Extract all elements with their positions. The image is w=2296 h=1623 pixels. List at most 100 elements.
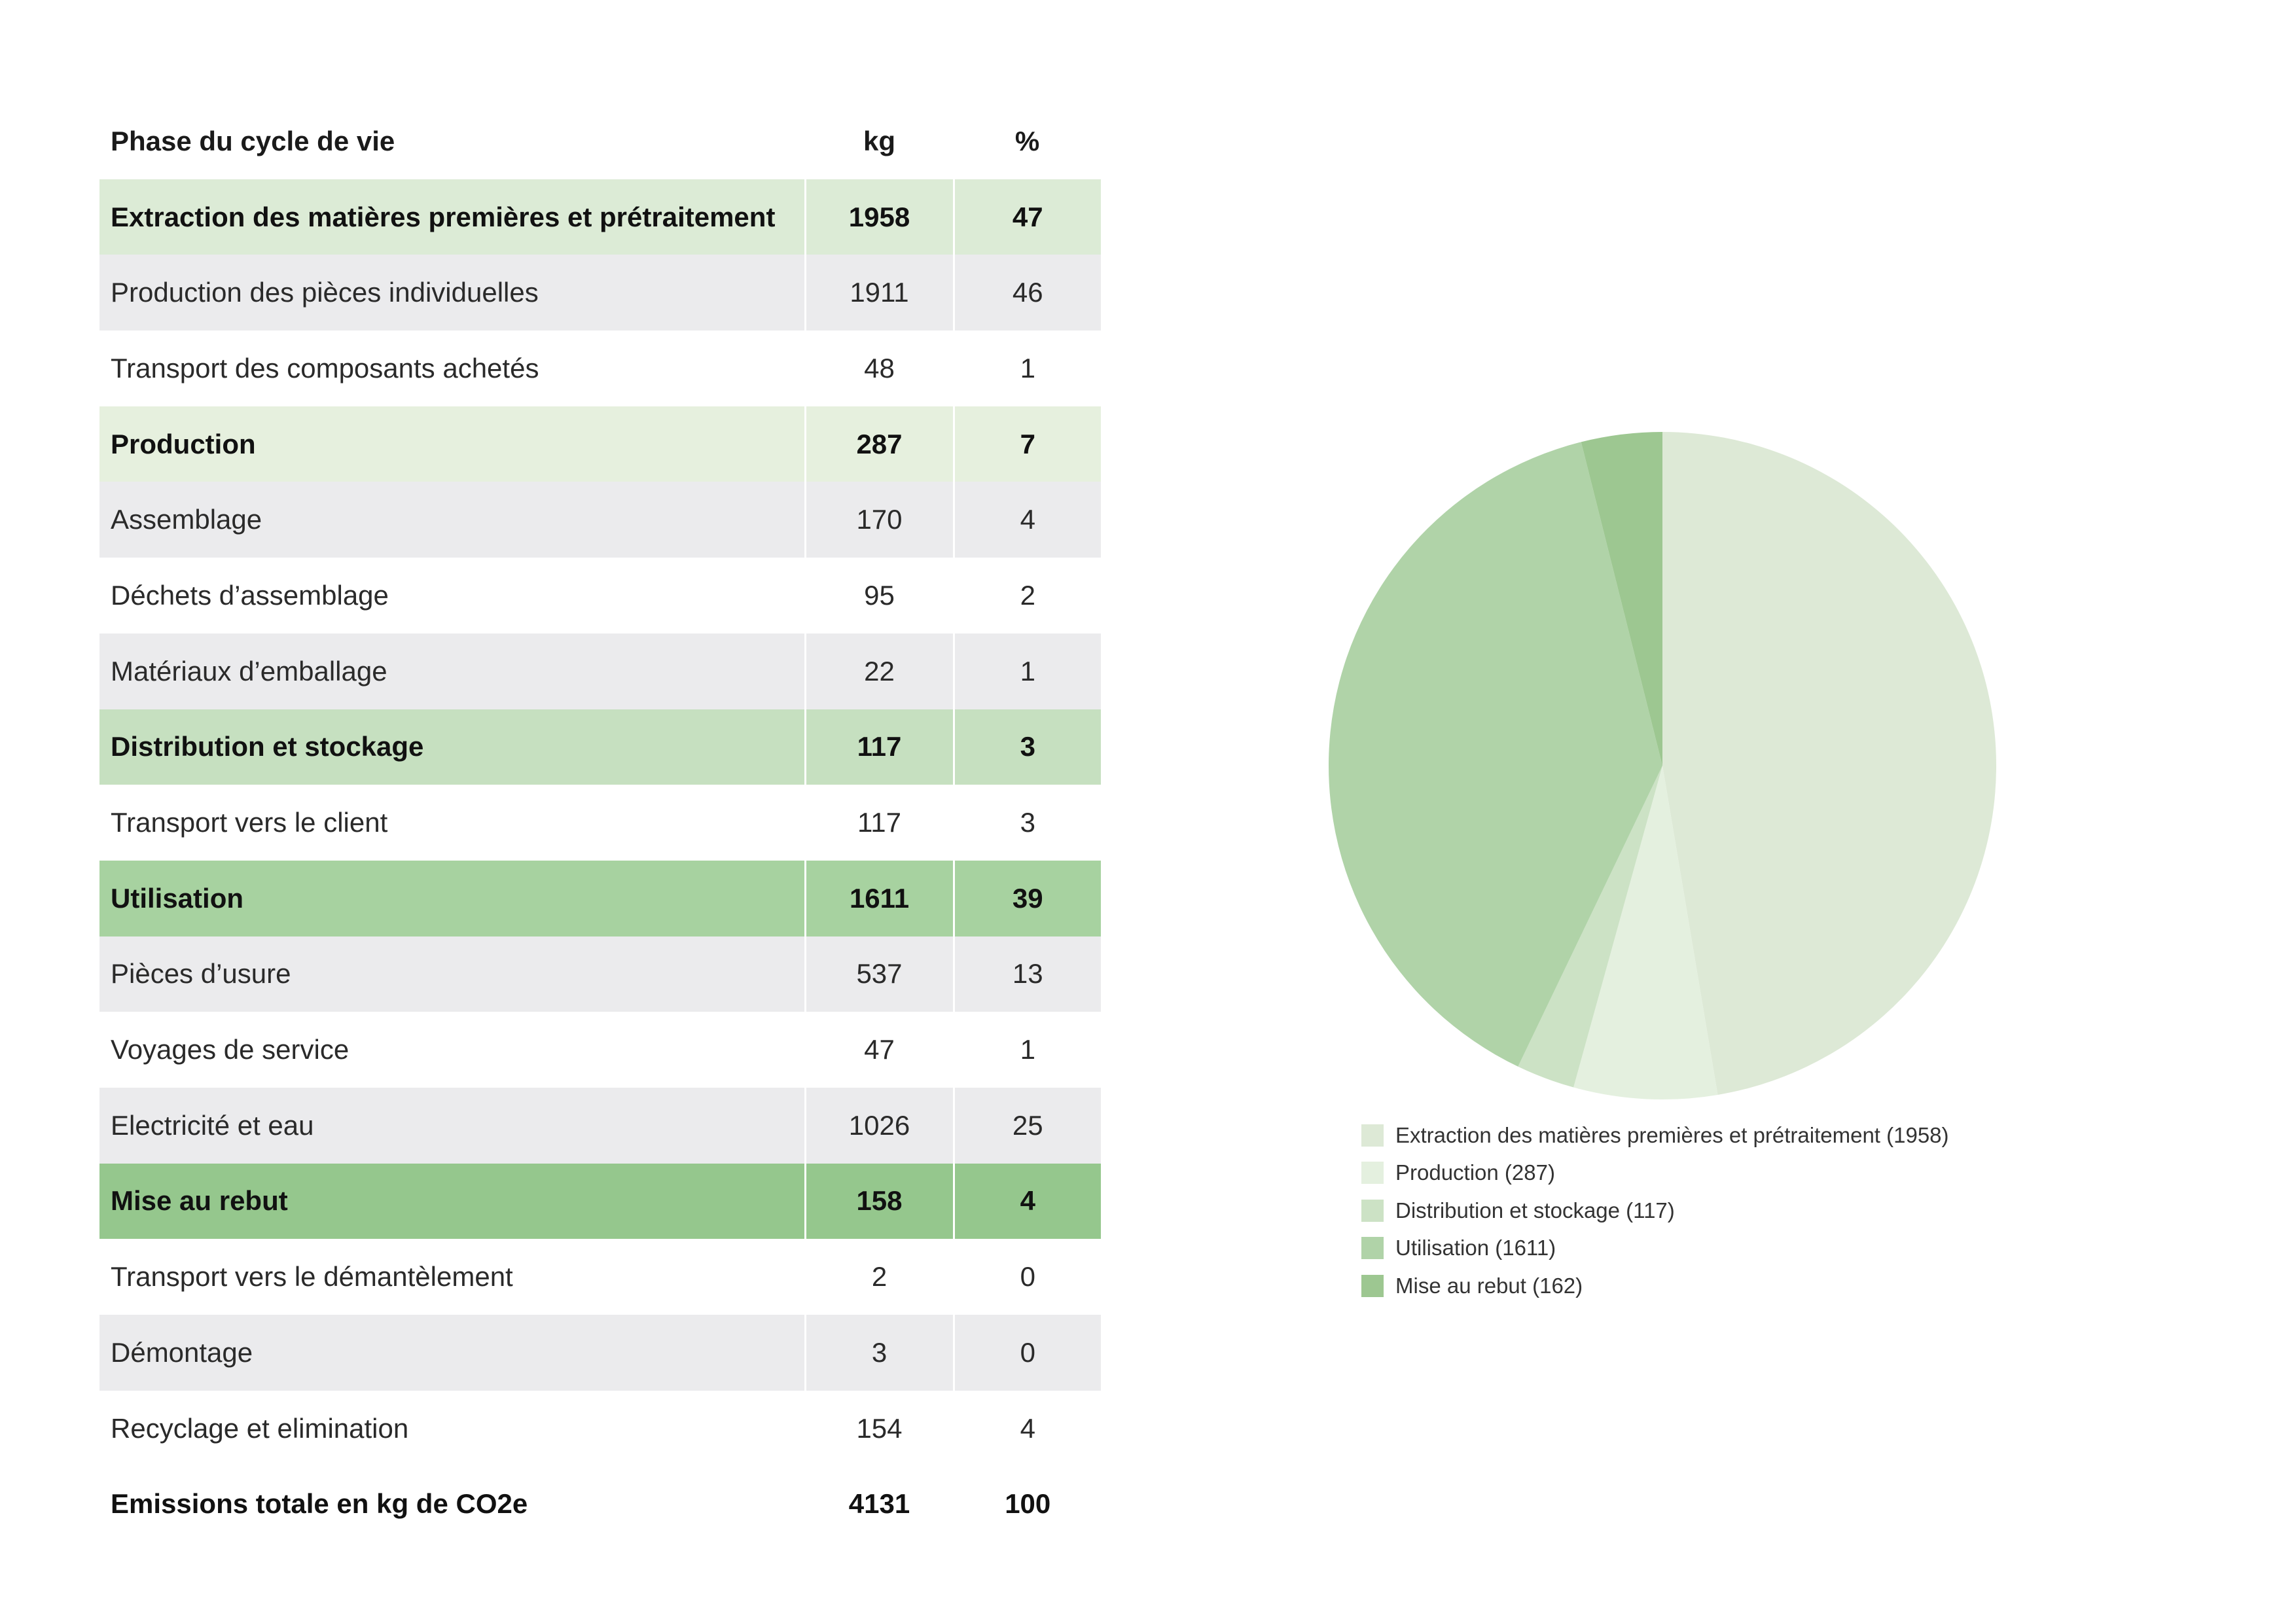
table-row: Production des pièces individuelles 1911 4… (99, 255, 1101, 331)
row-pct-value: 0 (952, 1239, 1101, 1315)
row-phase-label: Production des pièces individuelles (99, 255, 805, 331)
table-row: Transport vers le démantèlement 2 0 (99, 1239, 1101, 1315)
row-pct-value: 3 (952, 785, 1101, 861)
table-group-row: Distribution et stockage 117 3 (99, 709, 1101, 785)
row-pct-value: 1 (952, 1012, 1101, 1088)
row-phase-label: Recyclage et elimination (99, 1390, 805, 1467)
row-pct-value: 13 (952, 936, 1101, 1012)
table-row: Déchets d’assemblage 95 2 (99, 558, 1101, 633)
table-row: Electricité et eau 1026 25 (99, 1087, 1101, 1164)
legend-swatch (1361, 1237, 1384, 1260)
pie-slice (1328, 442, 1662, 1067)
pie-slice (1518, 766, 1662, 1088)
legend-item: Production (287) (1361, 1154, 1949, 1192)
row-pct-value: 39 (952, 860, 1101, 936)
row-kg-value: 2 (804, 1239, 954, 1315)
row-phase-label: Utilisation (99, 860, 805, 936)
legend-label: Distribution et stockage (117) (1395, 1198, 1675, 1222)
total-label: Emissions totale en kg de CO2e (99, 1466, 805, 1543)
legend-swatch (1361, 1274, 1384, 1297)
pie-svg (1328, 432, 1997, 1100)
legend-label: Extraction des matières premières et pré… (1395, 1122, 1949, 1147)
total-pct: 100 (952, 1466, 1101, 1543)
row-kg-value: 3 (804, 1315, 954, 1391)
row-kg-value: 1958 (804, 179, 954, 255)
table-row: Recyclage et elimination 154 4 (99, 1390, 1101, 1467)
row-kg-value: 1611 (804, 860, 954, 936)
row-kg-value: 170 (804, 482, 954, 558)
legend-label: Production (287) (1395, 1160, 1555, 1185)
legend-item: Utilisation (1611) (1361, 1230, 1949, 1268)
table-group-row: Mise au rebut 158 4 (99, 1163, 1101, 1240)
header-kg: kg (805, 103, 954, 179)
row-phase-label: Distribution et stockage (99, 709, 805, 785)
row-pct-value: 0 (952, 1315, 1101, 1391)
row-pct-value: 46 (952, 255, 1101, 331)
table-row: Voyages de service 47 1 (99, 1012, 1101, 1088)
row-phase-label: Extraction des matières premières et pré… (99, 179, 805, 255)
row-kg-value: 1026 (804, 1087, 954, 1164)
legend-label: Mise au rebut (162) (1395, 1273, 1583, 1298)
table-row: Transport vers le client 117 3 (99, 785, 1101, 861)
row-phase-label: Assemblage (99, 482, 805, 558)
row-pct-value: 4 (952, 1163, 1101, 1240)
row-pct-value: 47 (952, 179, 1101, 255)
table-group-row: Production 287 7 (99, 406, 1101, 482)
legend-item: Mise au rebut (162) (1361, 1267, 1949, 1305)
row-kg-value: 95 (804, 558, 954, 633)
row-kg-value: 158 (804, 1163, 954, 1240)
lca-emissions-table: Phase du cycle de vie kg % Extraction de… (99, 103, 1101, 1543)
pie-legend: Extraction des matières premières et pré… (1361, 1116, 1949, 1305)
table-row: Pièces d’usure 537 13 (99, 936, 1101, 1012)
legend-item: Distribution et stockage (117) (1361, 1192, 1949, 1230)
row-phase-label: Déchets d’assemblage (99, 558, 805, 633)
row-kg-value: 48 (804, 330, 954, 406)
legend-swatch (1361, 1124, 1384, 1147)
row-kg-value: 22 (804, 633, 954, 709)
pie-slice (1662, 432, 1997, 1095)
row-kg-value: 117 (804, 785, 954, 861)
row-kg-value: 537 (804, 936, 954, 1012)
row-phase-label: Transport vers le client (99, 785, 805, 861)
table-row: Démontage 3 0 (99, 1315, 1101, 1391)
row-pct-value: 3 (952, 709, 1101, 785)
row-phase-label: Voyages de service (99, 1012, 805, 1088)
row-pct-value: 4 (952, 482, 1101, 558)
row-pct-value: 7 (952, 406, 1101, 482)
pie-chart (1322, 425, 2003, 1106)
row-phase-label: Production (99, 406, 805, 482)
table-row: Matériaux d’emballage 22 1 (99, 633, 1101, 709)
row-pct-value: 1 (952, 330, 1101, 406)
table-group-row: Extraction des matières premières et pré… (99, 179, 1101, 255)
row-kg-value: 154 (804, 1390, 954, 1467)
legend-label: Utilisation (1611) (1395, 1236, 1556, 1260)
row-phase-label: Mise au rebut (99, 1163, 805, 1240)
legend-item: Extraction des matières premières et pré… (1361, 1116, 1949, 1154)
table-header-row: Phase du cycle de vie kg % (99, 103, 1101, 179)
legend-swatch (1361, 1162, 1384, 1185)
header-phase: Phase du cycle de vie (99, 103, 805, 179)
row-phase-label: Matériaux d’emballage (99, 633, 805, 709)
row-phase-label: Transport des composants achetés (99, 330, 805, 406)
pie-slice (1573, 766, 1718, 1100)
row-kg-value: 117 (804, 709, 954, 785)
row-phase-label: Démontage (99, 1315, 805, 1391)
table-row: Assemblage 170 4 (99, 482, 1101, 558)
table-body: Extraction des matières premières et pré… (99, 179, 1101, 1467)
total-kg: 4131 (804, 1466, 954, 1543)
header-pct: % (954, 103, 1101, 179)
pie-slice (1581, 432, 1662, 766)
row-pct-value: 1 (952, 633, 1101, 709)
row-pct-value: 4 (952, 1390, 1101, 1467)
row-phase-label: Pièces d’usure (99, 936, 805, 1012)
row-pct-value: 2 (952, 558, 1101, 633)
row-kg-value: 47 (804, 1012, 954, 1088)
table-total-row: Emissions totale en kg de CO2e 4131 100 (99, 1466, 1101, 1543)
row-kg-value: 287 (804, 406, 954, 482)
legend-swatch (1361, 1199, 1384, 1222)
row-pct-value: 25 (952, 1087, 1101, 1164)
table-row: Transport des composants achetés 48 1 (99, 330, 1101, 406)
row-phase-label: Electricité et eau (99, 1087, 805, 1164)
row-kg-value: 1911 (804, 255, 954, 331)
table-group-row: Utilisation 1611 39 (99, 860, 1101, 936)
